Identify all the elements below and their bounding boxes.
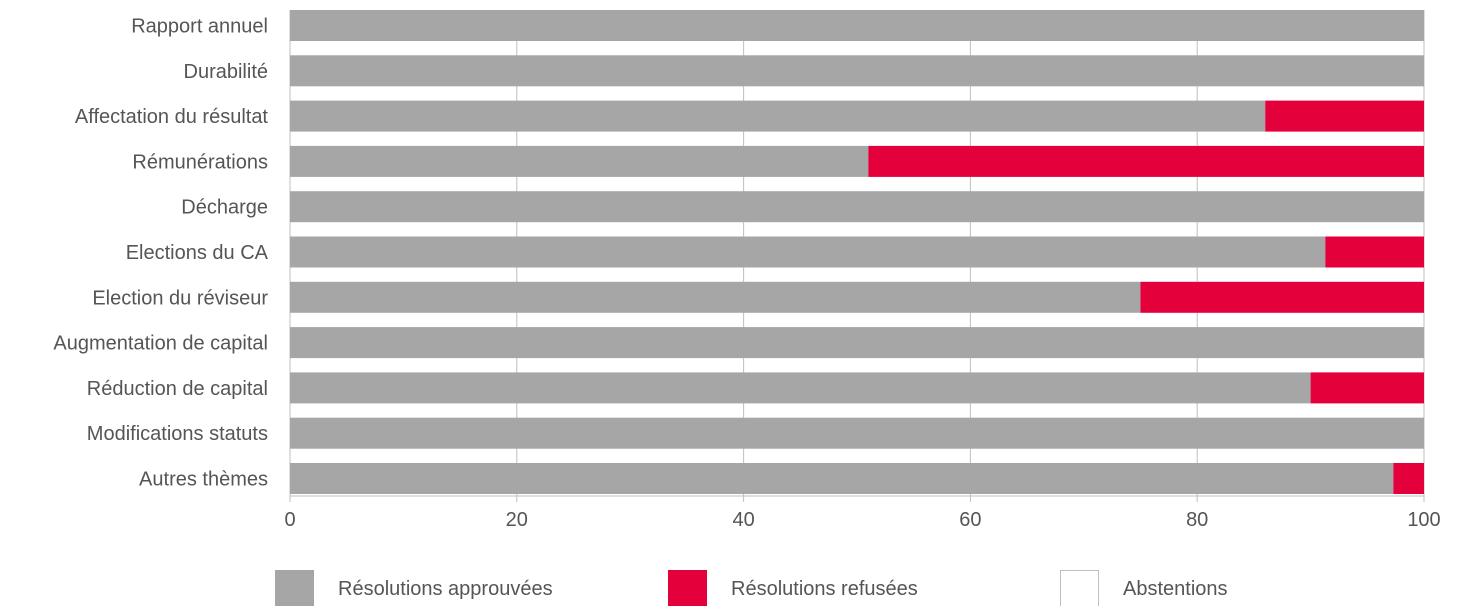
bar-approved-0 xyxy=(290,10,1424,41)
bar-approved-1 xyxy=(290,55,1424,87)
legend-item-approved: Résolutions approuvées xyxy=(275,570,553,607)
bar-approved-8 xyxy=(290,372,1311,404)
bar-approved-10 xyxy=(290,463,1394,494)
legend-swatch xyxy=(275,570,314,607)
bar-approved-4 xyxy=(290,191,1424,223)
category-label: Autres thèmes xyxy=(139,469,268,491)
category-label: Réduction de capital xyxy=(87,378,268,400)
category-label: Election du réviseur xyxy=(92,287,268,309)
legend-swatch xyxy=(1060,570,1099,607)
bar-refused-8 xyxy=(1310,372,1424,404)
category-label: Elections du CA xyxy=(126,242,269,264)
bar-approved-3 xyxy=(290,145,869,177)
category-label: Affectation du résultat xyxy=(75,106,269,128)
legend-item-abstentions: Abstentions xyxy=(1060,570,1228,607)
legend-label: Abstentions xyxy=(1123,578,1228,600)
legend-label: Résolutions refusées xyxy=(731,578,918,600)
x-tick-label: 100 xyxy=(1407,509,1440,531)
bar-refused-2 xyxy=(1265,100,1424,132)
bar-approved-6 xyxy=(290,281,1141,313)
legend-item-refused: Résolutions refusées xyxy=(668,570,918,607)
x-tick-label: 20 xyxy=(506,509,528,531)
category-label: Modifications statuts xyxy=(87,423,268,445)
bar-refused-6 xyxy=(1140,281,1424,313)
category-labels: Rapport annuel Durabilité Affectation du r… xyxy=(53,16,268,491)
category-label: Rémunérations xyxy=(132,151,268,173)
category-label: Décharge xyxy=(181,197,268,219)
bar-layer xyxy=(290,10,1424,494)
bar-approved-5 xyxy=(290,236,1326,268)
bar-refused-10 xyxy=(1393,463,1424,494)
category-label: Rapport annuel xyxy=(131,16,268,38)
category-label: Durabilité xyxy=(184,61,268,83)
category-label: Augmentation de capital xyxy=(53,333,268,355)
bar-refused-5 xyxy=(1325,236,1424,268)
bar-approved-2 xyxy=(290,100,1266,132)
bar-refused-3 xyxy=(868,145,1424,177)
legend-swatch xyxy=(668,570,707,607)
x-tick-label: 60 xyxy=(959,509,981,531)
x-tick-label: 0 xyxy=(284,509,295,531)
bar-approved-7 xyxy=(290,327,1424,359)
x-tick-label: 80 xyxy=(1186,509,1208,531)
x-tick-label: 40 xyxy=(732,509,754,531)
legend: Résolutions approuvées Résolutions refusé… xyxy=(275,570,1228,607)
legend-label: Résolutions approuvées xyxy=(338,578,553,600)
x-axis: 0 20 40 60 80 100 xyxy=(284,495,1441,531)
bar-approved-9 xyxy=(290,417,1424,449)
